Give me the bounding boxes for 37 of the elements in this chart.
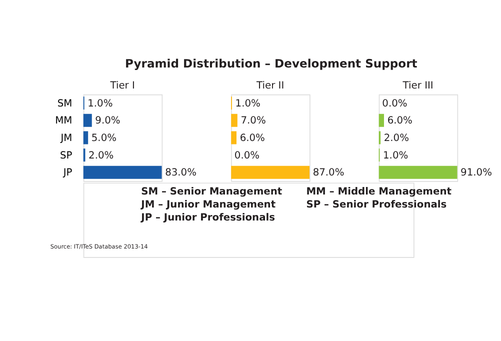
data-label: 9.0%: [95, 116, 120, 127]
data-label: 7.0%: [240, 116, 266, 127]
bar: [231, 166, 310, 179]
text: MM – Middle Management: [306, 186, 452, 198]
text: JP – Junior Professionals: [140, 212, 276, 224]
bar: [231, 131, 237, 144]
text: SM – Senior Management: [141, 186, 282, 198]
chart-title: Tier III: [402, 80, 434, 92]
y-tick-label: JM: [60, 133, 72, 144]
data-label: 6.0%: [387, 116, 412, 127]
data-label: 5.0%: [91, 133, 117, 144]
chart-title: Tier I: [109, 80, 135, 92]
text: SP – Senior Professionals: [306, 199, 447, 210]
data-label: 2.0%: [384, 133, 410, 144]
data-label: 2.0%: [88, 150, 114, 162]
y-tick-label: JP: [62, 168, 72, 179]
data-label: 91.0%: [460, 168, 492, 179]
bar: [378, 114, 384, 127]
bar: [83, 131, 88, 144]
bar: [83, 166, 162, 179]
chart-title: Tier II: [255, 80, 284, 92]
bar: [83, 114, 92, 127]
data-label: 0.0%: [382, 98, 408, 110]
text: JM – Junior Management: [140, 199, 276, 210]
y-tick-label: MM: [55, 116, 72, 127]
bar: [378, 166, 458, 179]
data-label: 6.0%: [240, 133, 265, 144]
text: Pyramid Distribution – Development Support: [125, 56, 418, 71]
y-tick-label: SP: [60, 150, 72, 162]
data-label: 0.0%: [234, 150, 260, 162]
data-label: 87.0%: [312, 168, 344, 179]
data-label: 1.0%: [88, 98, 113, 110]
bar: [231, 114, 238, 127]
y-tick-label: SM: [57, 98, 72, 110]
data-label: 83.0%: [165, 168, 196, 179]
data-label: 1.0%: [383, 150, 408, 162]
data-label: 1.0%: [235, 98, 260, 110]
